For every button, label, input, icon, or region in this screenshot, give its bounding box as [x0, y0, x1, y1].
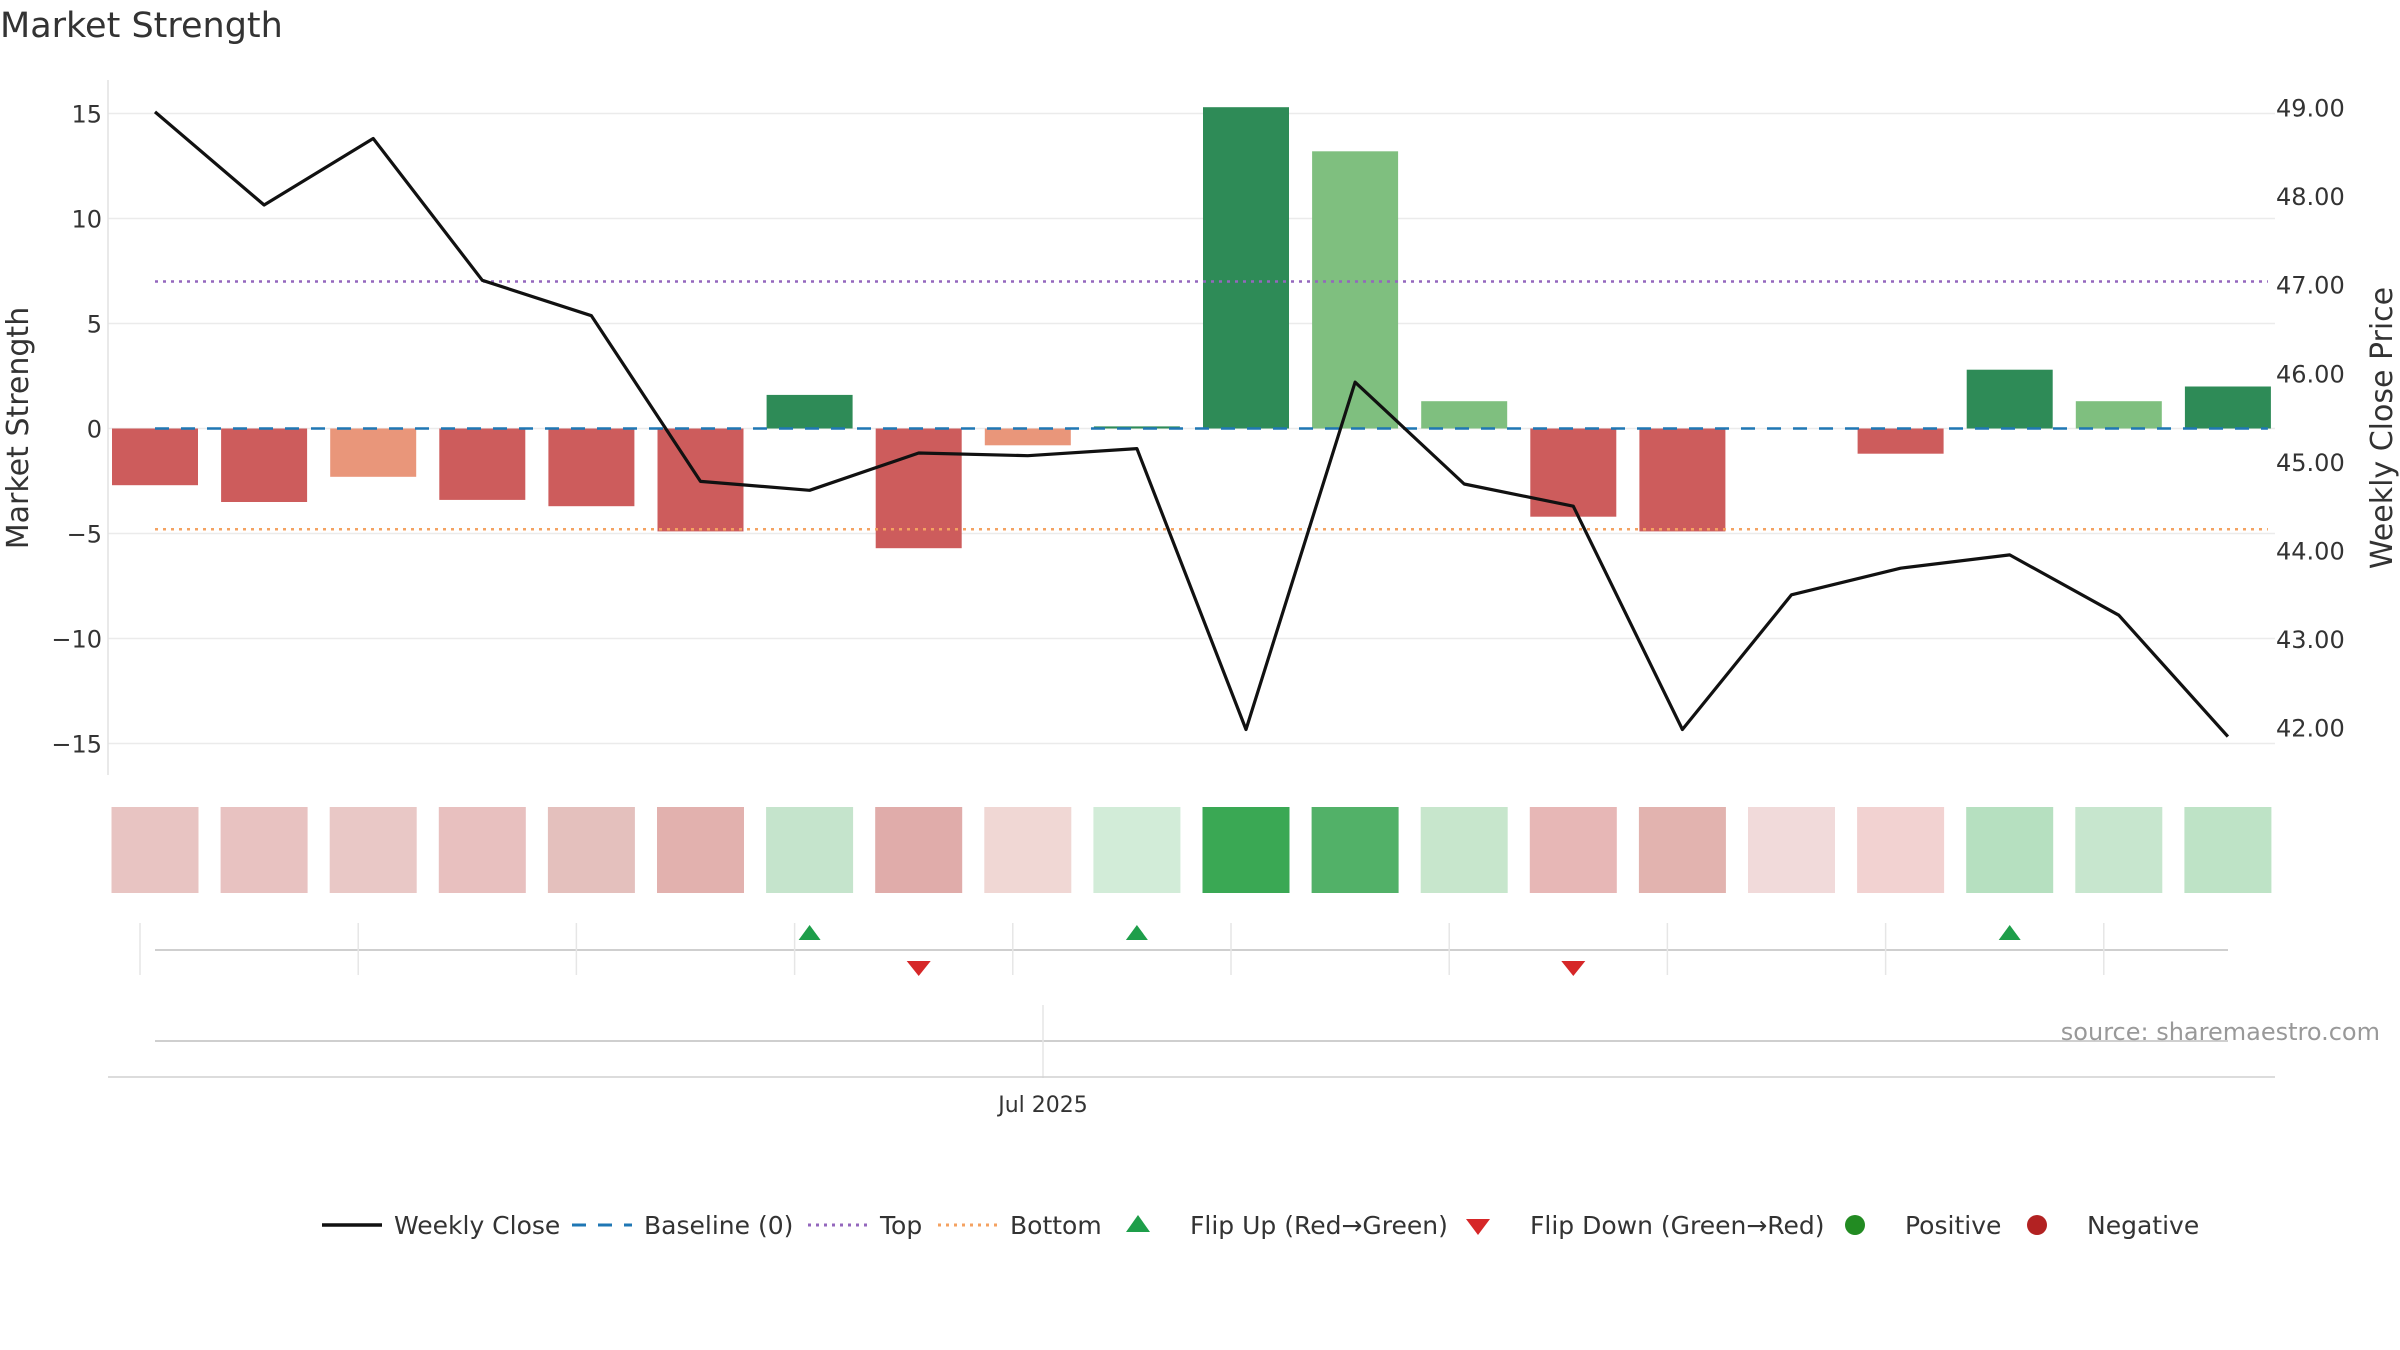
strength-bar	[2075, 401, 2162, 429]
heat-cell	[1857, 807, 1945, 893]
strength-bar	[112, 428, 198, 486]
legend-label: Top	[879, 1211, 922, 1240]
flip-up-marker	[1998, 925, 2021, 940]
flip-down-marker	[1561, 961, 1586, 976]
weekly-close-polyline	[153, 110, 2230, 738]
heat-cell	[220, 807, 308, 893]
right-axis-title: Weekly Close Price	[2365, 287, 2400, 569]
strength-bar	[1639, 428, 1726, 532]
flip-down-marker	[906, 961, 931, 976]
heat-cell	[1966, 807, 2054, 893]
heat-cell	[766, 807, 854, 893]
axes: 15 10 5 0 −5 −10 −15 49.00 48.00 47.00 46.00 45.00 4…	[1, 80, 2400, 775]
legend: Weekly Close Baseline (0) Top Bottom Flip Up…	[322, 1211, 2199, 1240]
heat-cell	[1202, 807, 1290, 893]
left-tick-label: 10	[71, 206, 102, 234]
heat-cell	[1638, 807, 1726, 893]
heat-strip	[111, 807, 2272, 893]
strength-bar	[1203, 107, 1289, 429]
flip-markers	[139, 923, 2228, 976]
strength-bar	[1857, 428, 1944, 454]
time-axis: Jul 2025 source: sharemaestro.com	[108, 1005, 2380, 1118]
left-tick-label: 15	[71, 101, 102, 129]
right-tick-label: 46.00	[2276, 360, 2345, 388]
legend-swatch-positive	[1845, 1215, 1865, 1235]
right-tick-label: 42.00	[2276, 715, 2345, 743]
heat-cell	[1748, 807, 1835, 893]
strength-bar	[766, 394, 853, 429]
heat-cell	[1093, 807, 1181, 893]
left-tick-label: −15	[51, 731, 102, 759]
strength-bar	[1093, 426, 1180, 429]
left-tick-label: −5	[67, 521, 102, 549]
legend-swatch-negative	[2027, 1215, 2047, 1235]
strength-bar	[330, 428, 417, 477]
legend-swatch-flip-up	[1126, 1215, 1150, 1232]
right-tick-label: 47.00	[2276, 272, 2345, 300]
weekly-close-line	[153, 110, 2230, 738]
heat-cell	[547, 807, 635, 893]
legend-label: Baseline (0)	[644, 1211, 793, 1240]
right-tick-label: 48.00	[2276, 183, 2345, 211]
legend-label: Flip Up (Red→Green)	[1190, 1211, 1448, 1240]
right-tick-label: 43.00	[2276, 626, 2345, 654]
strength-bars	[112, 107, 2271, 549]
strength-bar	[1966, 369, 2053, 429]
legend-swatch-flip-down	[1466, 1219, 1490, 1235]
chart-title: Market Strength	[0, 6, 283, 46]
strength-bar	[439, 428, 526, 500]
left-tick-label: 0	[87, 416, 102, 444]
left-tick-label: 5	[87, 311, 102, 339]
flip-up-marker	[1125, 925, 1148, 940]
heat-cell	[984, 807, 1072, 893]
source-label: source: sharemaestro.com	[2061, 1018, 2380, 1046]
strength-bar	[221, 428, 308, 502]
flip-up-marker	[798, 925, 821, 940]
heat-cell	[1529, 807, 1617, 893]
heat-cell	[1420, 807, 1508, 893]
legend-label: Bottom	[1010, 1211, 1102, 1240]
legend-label: Weekly Close	[394, 1211, 560, 1240]
left-tick-label: −10	[51, 626, 102, 654]
heat-cell	[329, 807, 417, 893]
right-tick-label: 44.00	[2276, 538, 2345, 566]
legend-label: Flip Down (Green→Red)	[1530, 1211, 1825, 1240]
strength-bar	[1421, 401, 1508, 429]
heat-cell	[2075, 807, 2163, 893]
heat-cell	[657, 807, 744, 893]
strength-bar	[1530, 428, 1617, 517]
legend-label: Positive	[1905, 1211, 2001, 1240]
legend-label: Negative	[2087, 1211, 2199, 1240]
heat-cell	[111, 807, 199, 893]
strength-bar	[2184, 386, 2271, 429]
right-tick-label: 45.00	[2276, 449, 2345, 477]
x-tick-label: Jul 2025	[996, 1093, 1088, 1118]
heat-cell	[2184, 807, 2272, 893]
reference-lines	[155, 280, 2268, 531]
right-tick-label: 49.00	[2276, 95, 2345, 123]
heat-cell	[1311, 807, 1399, 893]
heat-cell	[875, 807, 963, 893]
left-axis-title: Market Strength	[1, 307, 36, 549]
strength-bar	[548, 428, 635, 507]
heat-cell	[438, 807, 526, 893]
strength-bar	[984, 428, 1071, 446]
